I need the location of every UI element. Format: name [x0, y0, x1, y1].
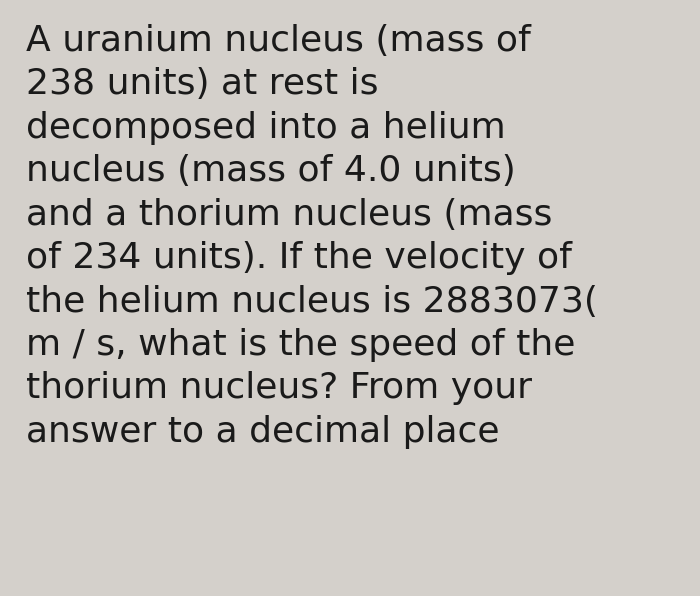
Text: A uranium nucleus (mass of
238 units) at rest is
decomposed into a helium
nucleu: A uranium nucleus (mass of 238 units) at…: [26, 24, 598, 449]
